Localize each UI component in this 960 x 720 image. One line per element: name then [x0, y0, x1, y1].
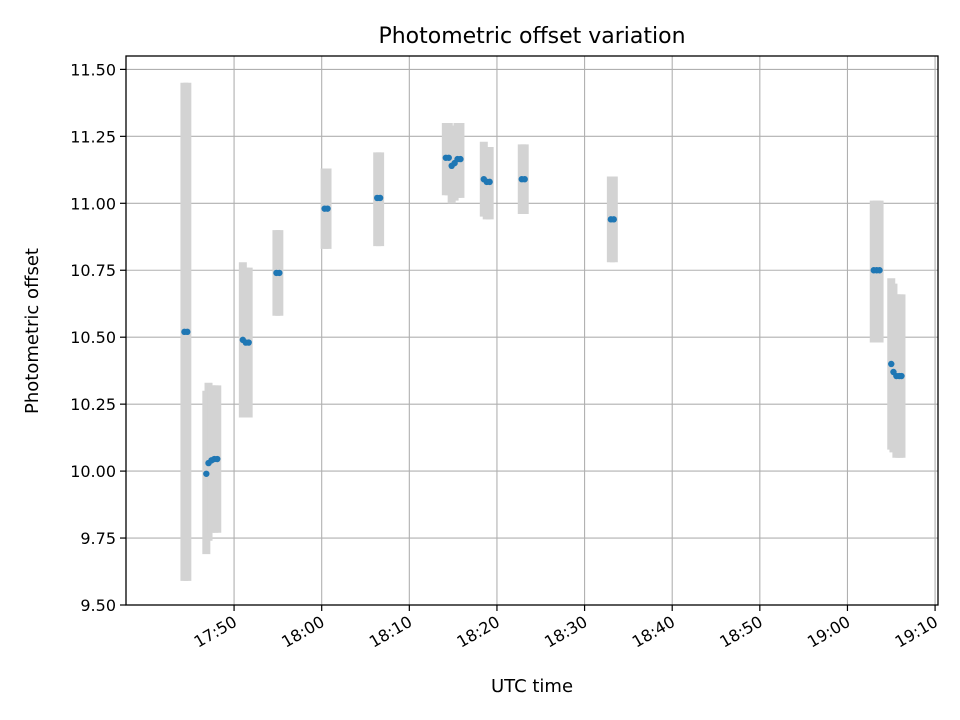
y-tick-label: 11.25 — [70, 127, 116, 146]
data-point — [324, 205, 331, 212]
data-point — [445, 154, 452, 161]
data-point — [245, 339, 252, 346]
data-point — [276, 269, 283, 277]
y-axis: 9.50 9.75 10.00 10.25 10.50 10.75 11.00 11.25 11… — [70, 60, 126, 615]
data-point — [376, 194, 384, 202]
data-point — [521, 175, 528, 183]
y-tick-label: 10.75 — [70, 261, 116, 280]
data-point — [610, 216, 617, 223]
x-tick-label: 18:40 — [629, 612, 678, 652]
x-tick-label: 17:50 — [191, 612, 240, 652]
y-tick-label: 9.75 — [80, 529, 116, 548]
data-point — [457, 155, 464, 163]
data-point — [486, 178, 493, 186]
plot-frame — [125, 55, 939, 606]
data-points — [181, 154, 905, 477]
x-axis-label: UTC time — [491, 676, 573, 697]
y-axis-label: Photometric offset — [22, 248, 43, 414]
data-point — [203, 470, 210, 477]
data-point — [898, 372, 905, 380]
y-tick-label: 11.50 — [70, 60, 116, 79]
data-point — [214, 455, 221, 463]
x-tick-label: 18:30 — [541, 612, 590, 652]
x-tick-label: 19:10 — [892, 612, 941, 652]
x-tick-label: 19:00 — [804, 612, 853, 652]
x-tick-label: 18:10 — [366, 612, 415, 652]
y-tick-label: 10.00 — [70, 462, 116, 481]
y-tick-label: 10.50 — [70, 328, 116, 347]
error-bars — [180, 82, 906, 581]
y-tick-label: 11.00 — [70, 194, 116, 213]
data-point — [184, 328, 191, 336]
x-tick-label: 18:20 — [454, 612, 503, 652]
grid — [126, 56, 938, 606]
x-axis: 17:50 18:00 18:10 18:20 18:30 18:40 18:50 19:00… — [191, 605, 941, 652]
chart-title: Photometric offset variation — [378, 24, 685, 49]
y-tick-label: 9.50 — [80, 596, 116, 615]
x-tick-label: 18:00 — [278, 612, 327, 652]
data-point — [888, 360, 895, 368]
y-tick-label: 10.25 — [70, 395, 116, 414]
data-point — [876, 267, 883, 274]
x-tick-label: 18:50 — [716, 612, 765, 652]
